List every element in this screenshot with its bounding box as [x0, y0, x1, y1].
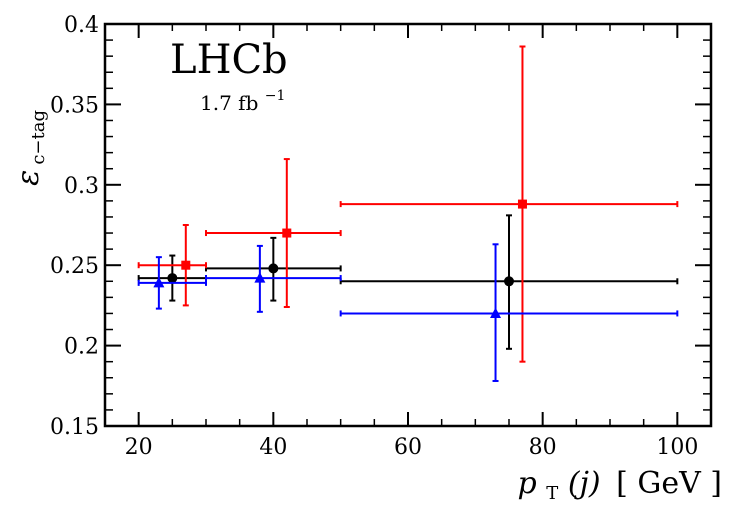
- x-axis-title: p T (j) [ GeV ]: [518, 466, 722, 507]
- x-axis-subscript: T: [546, 483, 558, 504]
- series-black: [137, 214, 679, 350]
- data-point: [517, 199, 527, 209]
- x-axis-symbol: p: [518, 466, 537, 501]
- data-point: [490, 307, 502, 318]
- data-point: [282, 228, 292, 238]
- y-tick-label: 0.4: [64, 13, 99, 38]
- plot-frame: [103, 22, 713, 428]
- luminosity-exponent: −1: [265, 88, 286, 104]
- x-tick-label: 20: [125, 435, 153, 460]
- data-point: [167, 273, 178, 284]
- series-blue: [137, 243, 679, 382]
- x-axis-argument: (j): [568, 466, 601, 501]
- y-tick-label: 0.15: [50, 415, 99, 440]
- y-axis-subscript: c−tag: [28, 110, 49, 165]
- y-tick-label: 0.3: [64, 174, 99, 199]
- x-axis-unit: [ GeV ]: [616, 466, 722, 501]
- x-tick-label: 60: [394, 435, 422, 460]
- experiment-label: LHCb: [170, 37, 288, 83]
- y-tick-label: 0.25: [50, 254, 99, 279]
- axes: 20 40 60 80 100 0.15 0.2 0.25 0.3 0.35 0.4: [50, 13, 712, 460]
- y-tick-label: 0.35: [50, 93, 99, 118]
- y-axis-symbol: ε: [11, 170, 46, 186]
- series-red: [137, 45, 679, 363]
- luminosity-value: 1.7 fb: [200, 91, 258, 115]
- data-point: [254, 272, 266, 283]
- data-point: [268, 263, 279, 274]
- data-point: [181, 260, 191, 270]
- luminosity-label: 1.7 fb −1: [200, 88, 285, 115]
- x-tick-label: 40: [259, 435, 287, 460]
- data-marks: [137, 45, 679, 382]
- x-tick-label: 80: [529, 435, 557, 460]
- x-tick-label: 100: [656, 435, 698, 460]
- y-tick-label: 0.2: [64, 335, 99, 360]
- y-axis-title: ε c−tag: [11, 110, 49, 186]
- data-point: [153, 276, 165, 288]
- data-point: [504, 276, 514, 287]
